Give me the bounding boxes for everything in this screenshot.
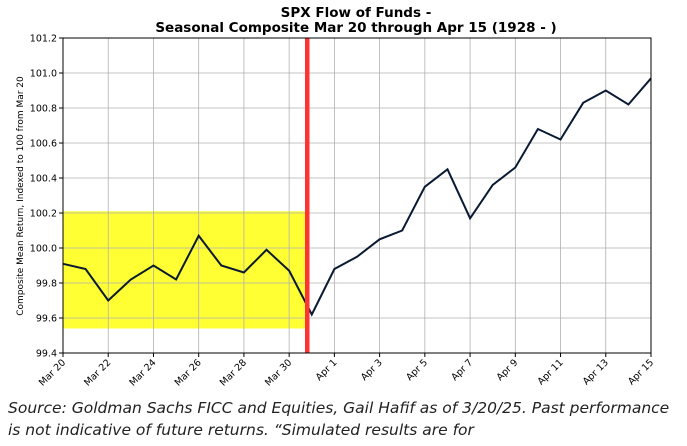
chart-title-line2: Seasonal Composite Mar 20 through Apr 15… [155, 20, 556, 36]
y-axis-ticks: 99.4 99.6 99.8 100.0 100.2 100.4 100.6 100.8 101… [30, 34, 63, 360]
x-tick-label: Mar 26 [173, 357, 204, 388]
y-tick-label: 101.0 [30, 69, 57, 80]
y-tick-label: 100.0 [30, 244, 57, 255]
x-tick-label: Apr 11 [536, 357, 566, 387]
x-axis-ticks: Mar 20 Mar 22 Mar 24 Mar 26 Mar 28 Mar 30 Apr … [37, 353, 656, 388]
highlight-region [63, 211, 308, 329]
plot-frame [62, 37, 652, 354]
y-tick-label: 100.6 [30, 139, 57, 150]
chart-title-line1: SPX Flow of Funds - [281, 5, 432, 21]
x-tick-label: Apr 13 [581, 357, 611, 387]
y-tick-label: 100.8 [30, 104, 57, 115]
x-tick-label: Apr 9 [495, 357, 521, 383]
y-tick-label: 99.6 [36, 314, 57, 325]
x-tick-label: Apr 1 [314, 357, 340, 383]
x-tick-label: Apr 3 [359, 357, 385, 383]
x-tick-label: Apr 15 [626, 357, 656, 387]
x-tick-label: Apr 7 [449, 357, 475, 383]
x-tick-label: Mar 28 [218, 357, 249, 388]
y-tick-label: 100.4 [30, 174, 57, 185]
x-tick-label: Mar 22 [82, 357, 113, 388]
y-tick-label: 101.2 [30, 34, 57, 45]
x-tick-label: Mar 20 [37, 357, 68, 388]
source-note: Source: Goldman Sachs FICC and Equities,… [8, 399, 670, 439]
x-tick-label: Mar 30 [263, 357, 294, 388]
y-tick-label: 99.8 [36, 279, 57, 290]
y-tick-label: 99.4 [36, 349, 57, 360]
x-tick-label: Apr 5 [404, 357, 430, 383]
y-axis-label: Composite Mean Return, Indexed to 100 fr… [16, 76, 26, 316]
line-chart: SPX Flow of Funds - Seasonal Composite M… [16, 5, 656, 388]
x-tick-label: Mar 24 [127, 357, 158, 388]
y-tick-label: 100.2 [30, 209, 57, 220]
series-line [62, 77, 652, 317]
